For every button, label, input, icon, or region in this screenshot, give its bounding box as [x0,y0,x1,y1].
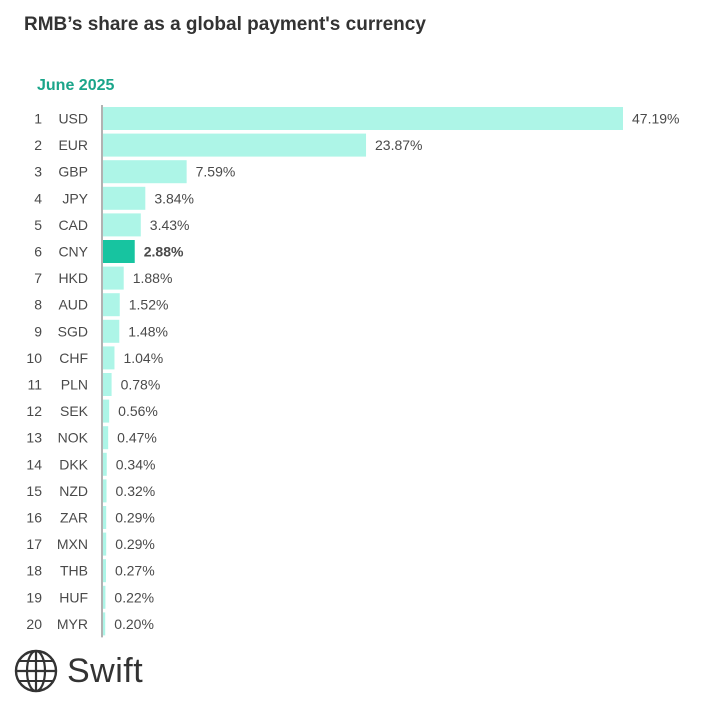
rank-label: 10 [26,350,42,366]
category-label: PLN [61,377,88,393]
rank-label: 18 [26,563,42,579]
category-label: JPY [62,190,88,206]
category-label: GBP [58,164,88,180]
rank-label: 13 [26,430,42,446]
value-label: 0.34% [116,456,156,472]
bar [103,160,187,184]
category-label: MYR [57,616,88,632]
category-label: NOK [58,430,89,446]
rank-label: 19 [26,589,42,605]
value-label: 0.29% [115,536,155,552]
globe-icon [14,649,58,693]
value-label: 3.43% [150,217,190,233]
rank-label: 15 [26,483,42,499]
brand-name: Swift [67,651,144,690]
bar [103,506,107,529]
swift-logo: Swift [13,648,143,694]
bar [103,399,110,423]
rank-label: 6 [34,244,42,260]
bar [103,293,120,317]
rank-label: 3 [34,164,42,180]
chart-subtitle: June 2025 [37,77,115,94]
bar [103,559,106,583]
category-label: EUR [58,137,88,153]
bar [103,452,107,476]
rank-label: 1 [34,111,42,127]
category-label: CHF [59,350,88,366]
bar [103,213,141,237]
value-label: 1.48% [128,323,168,339]
value-label: 23.87% [375,137,422,153]
bar [103,479,107,503]
chart-title: RMB’s share as a global payment's curren… [24,14,426,35]
bar [103,133,367,157]
category-label: HKD [58,270,88,286]
rank-label: 16 [26,510,42,526]
bar [103,373,112,396]
rank-label: 17 [26,536,42,552]
rank-label: 14 [26,456,42,472]
value-label: 2.88% [144,244,184,260]
value-label: 0.56% [118,403,158,419]
bar [103,107,623,130]
value-label: 1.52% [129,297,169,313]
value-label: 0.20% [114,616,154,632]
category-label: CAD [58,217,88,233]
bar [103,532,107,556]
value-label: 0.22% [114,589,154,605]
category-label: HUF [59,589,88,605]
bar [103,266,124,290]
value-label: 1.88% [133,270,173,286]
value-label: 1.04% [123,350,163,366]
value-label: 0.32% [116,483,156,499]
bar [103,346,115,370]
rank-label: 9 [34,323,42,339]
category-label: ZAR [60,510,88,526]
rank-label: 11 [27,377,42,393]
value-label: 0.78% [121,377,161,393]
bar [103,319,120,343]
rank-label: 5 [34,217,42,233]
rank-label: 12 [26,403,42,419]
category-label: NZD [59,483,88,499]
bar-chart: 1 USD 47.19%2 EUR 23.87%3 GBP 7.59%4 JPY 3.84%5 C… [26,105,679,638]
value-label: 0.29% [115,510,155,526]
value-label: 3.84% [154,190,194,206]
bar [103,426,109,450]
category-label: AUD [58,297,88,313]
value-label: 47.19% [632,111,679,127]
rank-label: 2 [34,137,42,153]
category-label: DKK [59,456,88,472]
value-label: 0.27% [115,563,155,579]
rank-label: 7 [34,270,42,286]
category-label: MXN [57,536,88,552]
value-label: 0.47% [117,430,157,446]
bar [103,612,106,636]
rank-label: 8 [34,297,42,313]
bar [103,240,135,263]
category-label: THB [60,563,88,579]
category-label: SEK [60,403,89,419]
category-label: SGD [58,323,88,339]
category-label: CNY [58,244,88,260]
rank-label: 20 [26,616,42,632]
bar [103,585,106,609]
bar [103,186,146,210]
category-label: USD [58,111,88,127]
rank-label: 4 [34,190,42,206]
value-label: 7.59% [196,164,236,180]
